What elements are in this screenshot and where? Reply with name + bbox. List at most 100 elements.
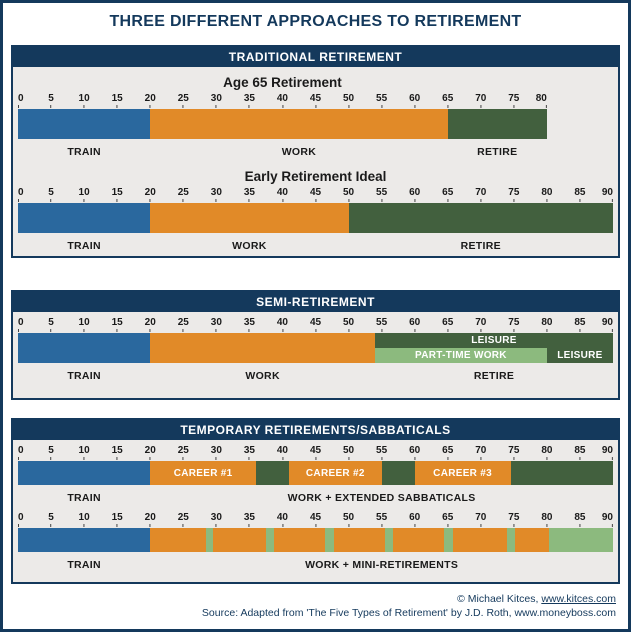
phase-labels: TRAIN WORK + MINI-RETIREMENTS bbox=[18, 552, 613, 574]
axis-tick-mark bbox=[545, 105, 547, 108]
attribution-footer: © Michael Kitces, www.kitces.com Source:… bbox=[15, 592, 616, 620]
axis-tick: 25 bbox=[178, 317, 189, 332]
axis-tick: 0 bbox=[18, 445, 24, 460]
axis-tick: 0 bbox=[18, 317, 24, 332]
age-axis: 0 5 10 15 20 25 30 35 40 45 50 55 60 65 70 75 80 bbox=[18, 93, 547, 109]
axis-tick-mark bbox=[546, 457, 548, 460]
kitces-link[interactable]: www.kitces.com bbox=[541, 593, 616, 605]
axis-tick-mark bbox=[149, 199, 151, 202]
axis-tick-label: 40 bbox=[276, 317, 288, 328]
phase-label: RETIRE bbox=[473, 370, 515, 382]
axis-tick-label: 10 bbox=[78, 187, 90, 198]
chart-title: Age 65 Retirement bbox=[223, 75, 342, 90]
axis-tick-mark bbox=[18, 457, 19, 460]
axis-tick: 40 bbox=[277, 445, 288, 460]
axis-tick-label: 90 bbox=[601, 317, 613, 328]
axis-tick-label: 55 bbox=[376, 93, 388, 104]
axis-tick-label: 80 bbox=[541, 512, 553, 523]
axis-tick: 5 bbox=[48, 93, 54, 108]
plot-area: Age 65 Retirement 0 5 10 15 20 25 30 35 40 45 50 55… bbox=[18, 72, 547, 161]
bar-segment-career-3: CAREER #3 bbox=[414, 461, 511, 485]
bar-segment-work bbox=[333, 528, 385, 552]
axis-tick-mark bbox=[348, 457, 350, 460]
axis-tick-mark bbox=[546, 524, 548, 527]
axis-tick-mark bbox=[18, 105, 19, 108]
phase-labels: TRAIN WORK RETIRE bbox=[18, 363, 613, 385]
axis-tick-mark bbox=[281, 199, 283, 202]
panel-traditional-retirement: TRADITIONAL RETIREMENT Age 65 Retirement… bbox=[11, 45, 620, 258]
bar-segment-work bbox=[213, 528, 266, 552]
bar-segment-sabbatical bbox=[256, 461, 290, 485]
axis-tick-label: 70 bbox=[475, 93, 487, 104]
axis-tick: 75 bbox=[508, 317, 519, 332]
axis-tick-mark bbox=[480, 199, 482, 202]
axis-tick-mark bbox=[215, 199, 217, 202]
plot-area: Early Retirement Ideal 0 5 10 15 20 25 30 35 40 4… bbox=[18, 166, 613, 255]
bar-segment-train bbox=[18, 109, 151, 139]
axis-tick-mark bbox=[579, 457, 581, 460]
axis-tick-mark bbox=[18, 329, 19, 332]
axis-tick: 10 bbox=[79, 512, 90, 527]
axis-tick: 30 bbox=[211, 445, 222, 460]
axis-tick-mark bbox=[116, 524, 118, 527]
axis-tick: 20 bbox=[145, 445, 156, 460]
axis-tick-label: 35 bbox=[243, 93, 255, 104]
axis-tick-mark bbox=[281, 524, 283, 527]
axis-tick-mark bbox=[83, 457, 85, 460]
axis-tick: 0 bbox=[18, 187, 24, 202]
axis-tick-label: 70 bbox=[475, 187, 487, 198]
axis-tick: 55 bbox=[376, 445, 387, 460]
bar-segment-retire bbox=[510, 461, 613, 485]
bar-segment-leisure: LEISURE bbox=[546, 348, 613, 363]
axis-tick-mark bbox=[381, 457, 383, 460]
axis-tick-label: 45 bbox=[309, 445, 322, 456]
axis-tick-mark bbox=[480, 457, 482, 460]
axis-tick-mark bbox=[315, 524, 316, 527]
age-axis: 0 5 10 15 20 25 30 35 40 45 50 55 60 65 70 75 80 85 90 bbox=[18, 317, 613, 333]
axis-tick-mark bbox=[315, 457, 316, 460]
axis-tick-mark bbox=[248, 457, 250, 460]
axis-tick-label: 80 bbox=[535, 93, 547, 104]
axis-tick-mark bbox=[348, 199, 350, 202]
axis-tick-mark bbox=[182, 329, 184, 332]
axis-tick-label: 15 bbox=[111, 187, 123, 198]
axis-tick-label: 35 bbox=[243, 512, 255, 523]
bar-segment-part-time-work: PART-TIME WORK bbox=[375, 348, 547, 363]
page-title: THREE DIFFERENT APPROACHES TO RETIREMENT bbox=[109, 13, 522, 30]
axis-tick-mark bbox=[83, 105, 85, 108]
axis-tick-label: 10 bbox=[78, 512, 90, 523]
axis-tick-mark bbox=[182, 524, 184, 527]
axis-tick: 50 bbox=[343, 445, 354, 460]
phase-label: TRAIN bbox=[67, 146, 101, 158]
phase-label: WORK + MINI-RETIREMENTS bbox=[305, 559, 459, 571]
bar-segment-train bbox=[18, 528, 151, 552]
timeline-bar bbox=[18, 109, 547, 139]
bar-segment-leisure: LEISURE bbox=[375, 333, 613, 348]
axis-tick: 45 bbox=[310, 93, 321, 108]
axis-tick: 45 bbox=[310, 512, 321, 527]
axis-tick-label: 60 bbox=[409, 187, 421, 198]
axis-tick-mark bbox=[612, 457, 613, 460]
axis-tick: 10 bbox=[79, 317, 90, 332]
phase-labels: TRAIN WORK + EXTENDED SABBATICALS bbox=[18, 485, 613, 507]
axis-tick-label: 50 bbox=[342, 445, 355, 456]
axis-tick-label: 60 bbox=[409, 512, 421, 523]
axis-tick-mark bbox=[248, 199, 250, 202]
axis-tick-mark bbox=[513, 105, 515, 108]
segment-label: CAREER #2 bbox=[305, 467, 365, 479]
axis-tick: 65 bbox=[442, 317, 453, 332]
axis-tick: 90 bbox=[602, 187, 613, 202]
axis-tick: 70 bbox=[475, 93, 486, 108]
axis-tick-label: 75 bbox=[508, 445, 520, 456]
axis-tick: 25 bbox=[178, 93, 189, 108]
axis-tick-mark bbox=[612, 329, 613, 332]
section-header-traditional: TRADITIONAL RETIREMENT bbox=[13, 47, 618, 67]
axis-tick-label: 35 bbox=[243, 187, 255, 198]
axis-tick-mark bbox=[612, 524, 613, 527]
axis-tick: 40 bbox=[277, 93, 288, 108]
axis-tick: 20 bbox=[145, 187, 156, 202]
axis-tick-label: 85 bbox=[574, 317, 586, 328]
axis-tick: 40 bbox=[277, 512, 288, 527]
age-axis: 0 5 10 15 20 25 30 35 40 45 50 55 60 65 70 75 80 85 90 bbox=[18, 445, 613, 461]
axis-tick-mark bbox=[182, 199, 184, 202]
